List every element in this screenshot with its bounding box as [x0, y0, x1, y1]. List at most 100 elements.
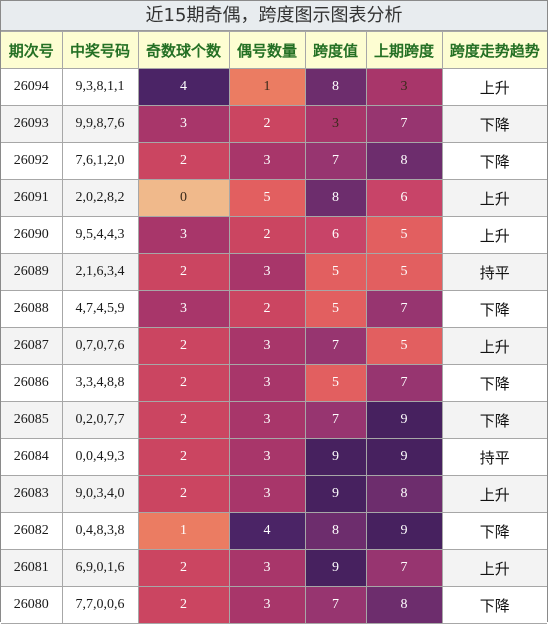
table-row: 26082 0,4,8,3,8 1 4 8 9 下降	[1, 512, 547, 550]
odd-count-cell: 2	[137, 475, 230, 513]
trend-cell: 上升	[441, 179, 547, 217]
odd-count-cell: 2	[137, 549, 230, 587]
span-cell: 6	[304, 216, 367, 254]
table-row: 26081 6,9,0,1,6 2 3 9 7 上升	[1, 549, 547, 587]
winning-numbers-cell: 0,0,4,9,3	[61, 438, 139, 476]
table-row: 26093 9,9,8,7,6 3 2 3 7 下降	[1, 105, 547, 143]
period-cell: 26083	[1, 475, 63, 513]
period-cell: 26094	[1, 68, 63, 106]
period-cell: 26093	[1, 105, 63, 143]
even-count-cell: 1	[228, 68, 306, 106]
even-count-cell: 3	[228, 142, 306, 180]
period-cell: 26085	[1, 401, 63, 439]
span-cell: 7	[304, 401, 367, 439]
trend-cell: 下降	[441, 512, 547, 550]
trend-cell: 下降	[441, 142, 547, 180]
period-cell: 26082	[1, 512, 63, 550]
odd-count-cell: 3	[137, 216, 230, 254]
prev-span-cell: 7	[365, 105, 443, 143]
winning-numbers-cell: 9,3,8,1,1	[61, 68, 139, 106]
header-prev-span: 上期跨度	[365, 31, 443, 69]
header-period: 期次号	[1, 31, 63, 69]
header-odd-count: 奇数球个数	[137, 31, 230, 69]
span-cell: 8	[304, 512, 367, 550]
trend-cell: 下降	[441, 290, 547, 328]
even-count-cell: 3	[228, 253, 306, 291]
period-cell: 26092	[1, 142, 63, 180]
winning-numbers-cell: 4,7,4,5,9	[61, 290, 139, 328]
table-row: 26088 4,7,4,5,9 3 2 5 7 下降	[1, 290, 547, 328]
prev-span-cell: 8	[365, 475, 443, 513]
odd-count-cell: 2	[137, 586, 230, 624]
odd-count-cell: 2	[137, 364, 230, 402]
trend-cell: 上升	[441, 216, 547, 254]
trend-cell: 持平	[441, 438, 547, 476]
prev-span-cell: 5	[365, 327, 443, 365]
even-count-cell: 2	[228, 290, 306, 328]
chart-title: 近15期奇偶，跨度图示图表分析	[1, 1, 547, 31]
header-even-count: 偶号数量	[228, 31, 306, 69]
period-cell: 26087	[1, 327, 63, 365]
span-cell: 8	[304, 179, 367, 217]
span-cell: 7	[304, 327, 367, 365]
period-cell: 26086	[1, 364, 63, 402]
table-row: 26090 9,5,4,4,3 3 2 6 5 上升	[1, 216, 547, 254]
winning-numbers-cell: 0,2,0,7,7	[61, 401, 139, 439]
span-cell: 3	[304, 105, 367, 143]
prev-span-cell: 3	[365, 68, 443, 106]
trend-cell: 上升	[441, 68, 547, 106]
even-count-cell: 5	[228, 179, 306, 217]
header-row: 期次号 中奖号码 奇数球个数 偶号数量 跨度值 上期跨度 跨度走势趋势	[1, 31, 547, 69]
trend-cell: 上升	[441, 475, 547, 513]
prev-span-cell: 9	[365, 438, 443, 476]
header-trend: 跨度走势趋势	[441, 31, 547, 69]
odd-count-cell: 2	[137, 438, 230, 476]
period-cell: 26080	[1, 586, 63, 624]
span-cell: 7	[304, 142, 367, 180]
header-numbers: 中奖号码	[61, 31, 139, 69]
table-row: 26080 7,7,0,0,6 2 3 7 8 下降	[1, 586, 547, 624]
period-cell: 26090	[1, 216, 63, 254]
winning-numbers-cell: 9,0,3,4,0	[61, 475, 139, 513]
even-count-cell: 3	[228, 586, 306, 624]
trend-cell: 上升	[441, 549, 547, 587]
period-cell: 26089	[1, 253, 63, 291]
period-cell: 26088	[1, 290, 63, 328]
table-row: 26086 3,3,4,8,8 2 3 5 7 下降	[1, 364, 547, 402]
odd-count-cell: 3	[137, 105, 230, 143]
odd-count-cell: 2	[137, 327, 230, 365]
odd-count-cell: 2	[137, 142, 230, 180]
even-count-cell: 2	[228, 105, 306, 143]
winning-numbers-cell: 9,5,4,4,3	[61, 216, 139, 254]
prev-span-cell: 7	[365, 549, 443, 587]
span-cell: 9	[304, 475, 367, 513]
table-row: 26094 9,3,8,1,1 4 1 8 3 上升	[1, 68, 547, 106]
table-row: 26092 7,6,1,2,0 2 3 7 8 下降	[1, 142, 547, 180]
span-cell: 8	[304, 68, 367, 106]
prev-span-cell: 8	[365, 586, 443, 624]
table-row: 26083 9,0,3,4,0 2 3 9 8 上升	[1, 475, 547, 513]
table-row: 26084 0,0,4,9,3 2 3 9 9 持平	[1, 438, 547, 476]
period-cell: 26084	[1, 438, 63, 476]
data-table: 期次号 中奖号码 奇数球个数 偶号数量 跨度值 上期跨度 跨度走势趋势 2609…	[1, 31, 547, 624]
trend-cell: 下降	[441, 401, 547, 439]
even-count-cell: 3	[228, 401, 306, 439]
span-cell: 5	[304, 253, 367, 291]
prev-span-cell: 8	[365, 142, 443, 180]
even-count-cell: 3	[228, 475, 306, 513]
prev-span-cell: 7	[365, 364, 443, 402]
even-count-cell: 4	[228, 512, 306, 550]
span-cell: 5	[304, 290, 367, 328]
winning-numbers-cell: 7,6,1,2,0	[61, 142, 139, 180]
trend-cell: 下降	[441, 105, 547, 143]
winning-numbers-cell: 2,0,2,8,2	[61, 179, 139, 217]
span-cell: 7	[304, 586, 367, 624]
odd-count-cell: 4	[137, 68, 230, 106]
winning-numbers-cell: 6,9,0,1,6	[61, 549, 139, 587]
even-count-cell: 3	[228, 364, 306, 402]
odd-count-cell: 0	[137, 179, 230, 217]
winning-numbers-cell: 0,4,8,3,8	[61, 512, 139, 550]
even-count-cell: 2	[228, 216, 306, 254]
table-row: 26091 2,0,2,8,2 0 5 8 6 上升	[1, 179, 547, 217]
